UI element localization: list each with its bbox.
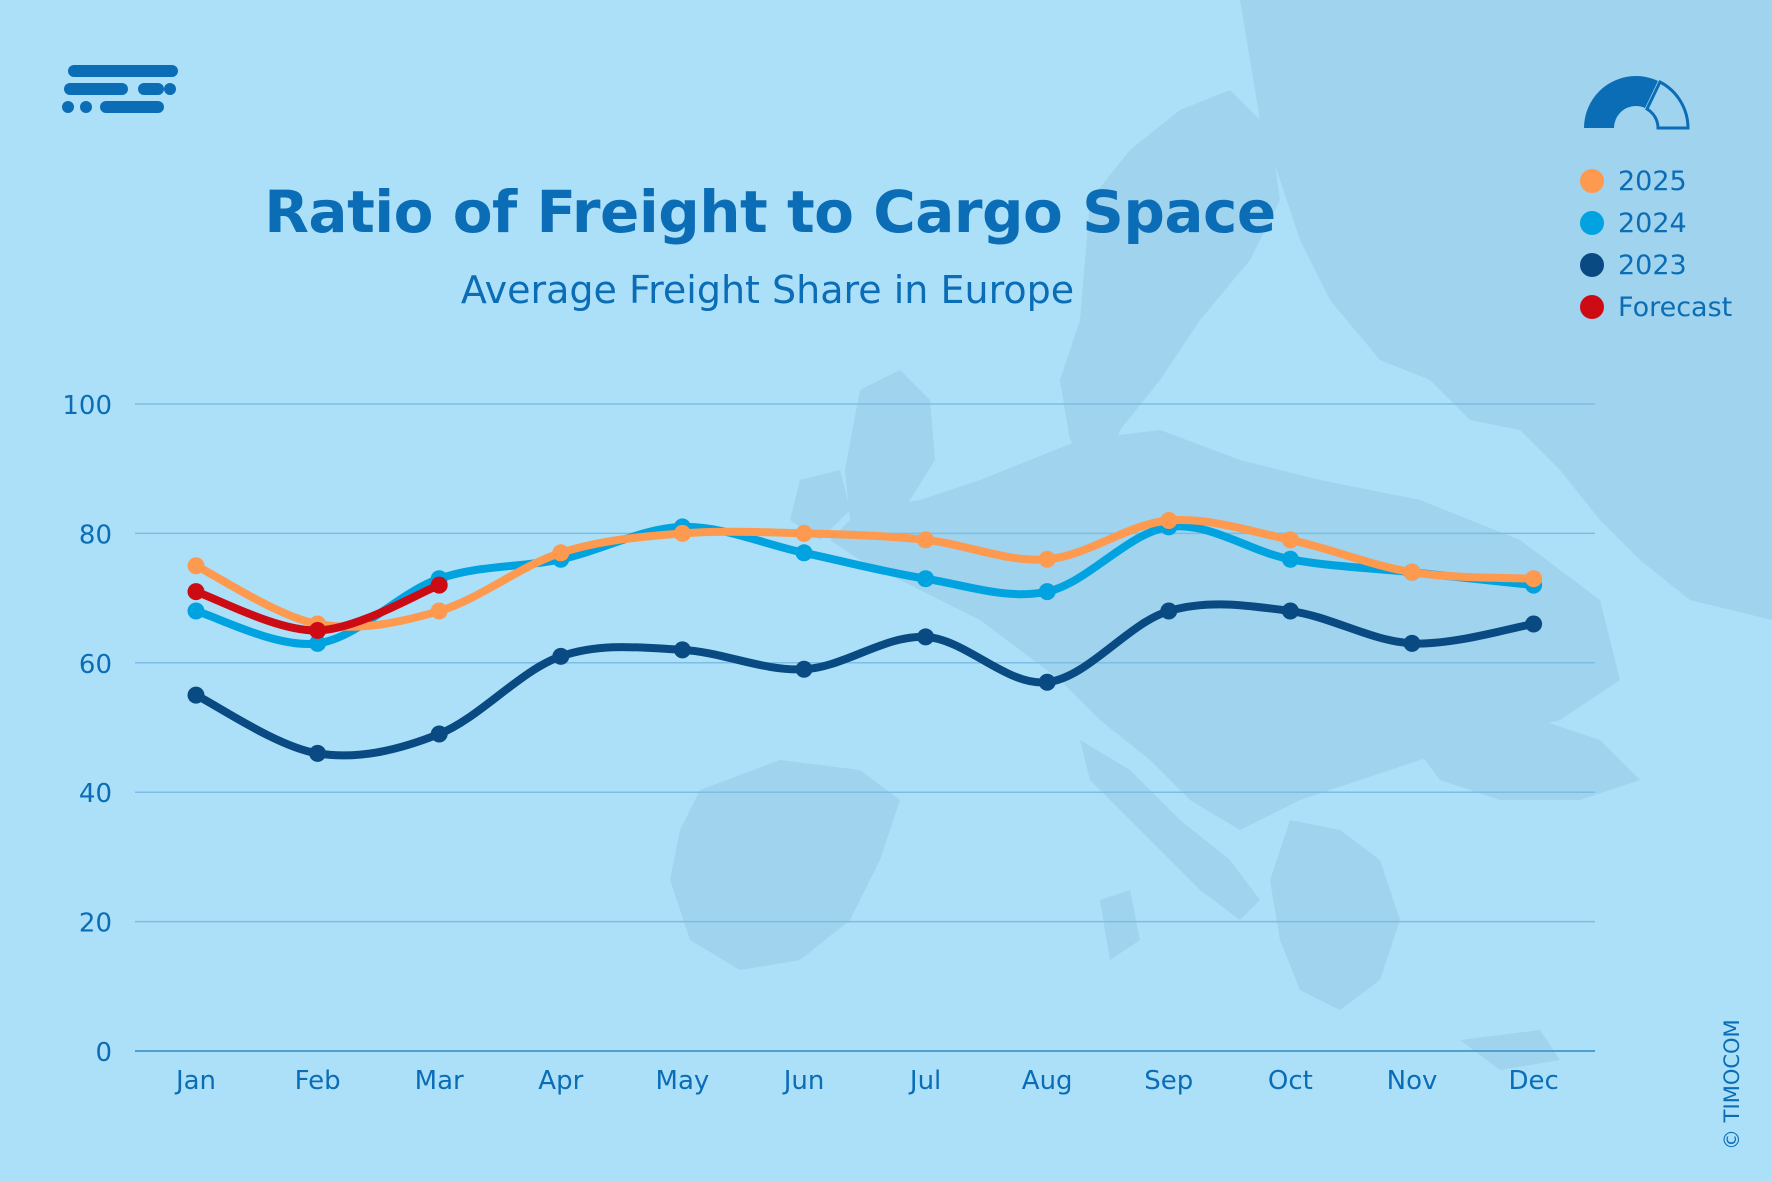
point-2023 <box>1281 602 1299 620</box>
legend-label-2025: 2025 <box>1618 165 1687 197</box>
y-tick-label: 100 <box>62 391 112 421</box>
y-tick-label: 40 <box>79 779 112 809</box>
y-tick-label: 80 <box>79 520 112 550</box>
point-2025 <box>795 524 813 542</box>
chart-series <box>187 511 1543 762</box>
x-tick-label: Nov <box>1387 1066 1438 1096</box>
legend-item-2024: 2024 <box>1580 202 1732 244</box>
x-axis-ticks: Jan Feb Mar Apr May Jun Jul Aug Sep Oct Nov Dec <box>174 1066 1559 1096</box>
y-tick-label: 20 <box>79 909 112 939</box>
line-2023 <box>192 600 1538 760</box>
x-tick-label: Oct <box>1268 1066 1313 1096</box>
point-2023 <box>187 686 205 704</box>
point-2025 <box>1281 531 1299 549</box>
legend-item-forecast: Forecast <box>1580 286 1732 328</box>
point-2025 <box>1525 570 1543 588</box>
legend-label-forecast: Forecast <box>1618 291 1733 323</box>
legend-item-2025: 2025 <box>1580 160 1732 202</box>
point-forecast <box>430 576 448 594</box>
point-2024 <box>1038 583 1056 601</box>
point-2023 <box>552 647 570 665</box>
point-2024 <box>309 634 327 652</box>
x-tick-label: Jan <box>174 1066 216 1096</box>
point-2024 <box>1281 550 1299 568</box>
series-forecast <box>187 576 448 639</box>
point-2023 <box>430 725 448 743</box>
legend-label-2024: 2024 <box>1618 207 1687 239</box>
point-2025 <box>1160 511 1178 529</box>
point-forecast <box>309 621 327 639</box>
point-2023 <box>673 641 691 659</box>
series-2025 <box>187 511 1543 633</box>
point-2025 <box>673 524 691 542</box>
x-tick-label: Apr <box>538 1066 583 1096</box>
x-tick-label: Jul <box>908 1066 941 1096</box>
x-tick-label: Feb <box>295 1066 341 1096</box>
point-2025 <box>1038 550 1056 568</box>
series-2023 <box>187 600 1543 762</box>
point-2023 <box>795 660 813 678</box>
timocom-logo <box>62 65 178 113</box>
point-2025 <box>187 557 205 575</box>
point-2023 <box>309 744 327 762</box>
point-2025 <box>430 602 448 620</box>
point-forecast <box>187 583 205 601</box>
gauge-icon <box>1584 76 1690 130</box>
x-tick-label: Jun <box>782 1066 825 1096</box>
point-2023 <box>1160 602 1178 620</box>
legend-swatch-2024 <box>1580 211 1604 235</box>
point-2023 <box>917 628 935 646</box>
point-2025 <box>917 531 935 549</box>
chart-title: Ratio of Freight to Cargo Space <box>264 178 1276 246</box>
point-2025 <box>1403 563 1421 581</box>
legend-swatch-2023 <box>1580 253 1604 277</box>
point-2023 <box>1403 634 1421 652</box>
legend-swatch-forecast <box>1580 295 1604 319</box>
legend-item-2023: 2023 <box>1580 244 1732 286</box>
point-2024 <box>917 570 935 588</box>
x-tick-label: May <box>656 1066 710 1096</box>
legend-label-2023: 2023 <box>1618 249 1687 281</box>
line-2025 <box>192 515 1538 631</box>
point-2023 <box>1038 673 1056 691</box>
y-axis-ticks: 0 20 40 60 80 100 <box>62 391 112 1068</box>
y-tick-label: 0 <box>95 1038 112 1068</box>
line-2024 <box>192 522 1538 648</box>
point-2024 <box>795 544 813 562</box>
chart-legend: 2025 2024 2023 Forecast <box>1580 160 1732 328</box>
x-tick-label: Aug <box>1022 1066 1073 1096</box>
x-tick-label: Sep <box>1144 1066 1193 1096</box>
copyright-credit: © TIMOCOM <box>1720 1019 1744 1150</box>
point-2025 <box>552 544 570 562</box>
point-2024 <box>187 602 205 620</box>
y-tick-label: 60 <box>79 650 112 680</box>
legend-swatch-2025 <box>1580 169 1604 193</box>
x-tick-label: Dec <box>1508 1066 1558 1096</box>
x-tick-label: Mar <box>415 1066 464 1096</box>
point-2023 <box>1525 615 1543 633</box>
chart-grid <box>135 403 1595 1052</box>
chart-subtitle: Average Freight Share in Europe <box>460 268 1075 312</box>
